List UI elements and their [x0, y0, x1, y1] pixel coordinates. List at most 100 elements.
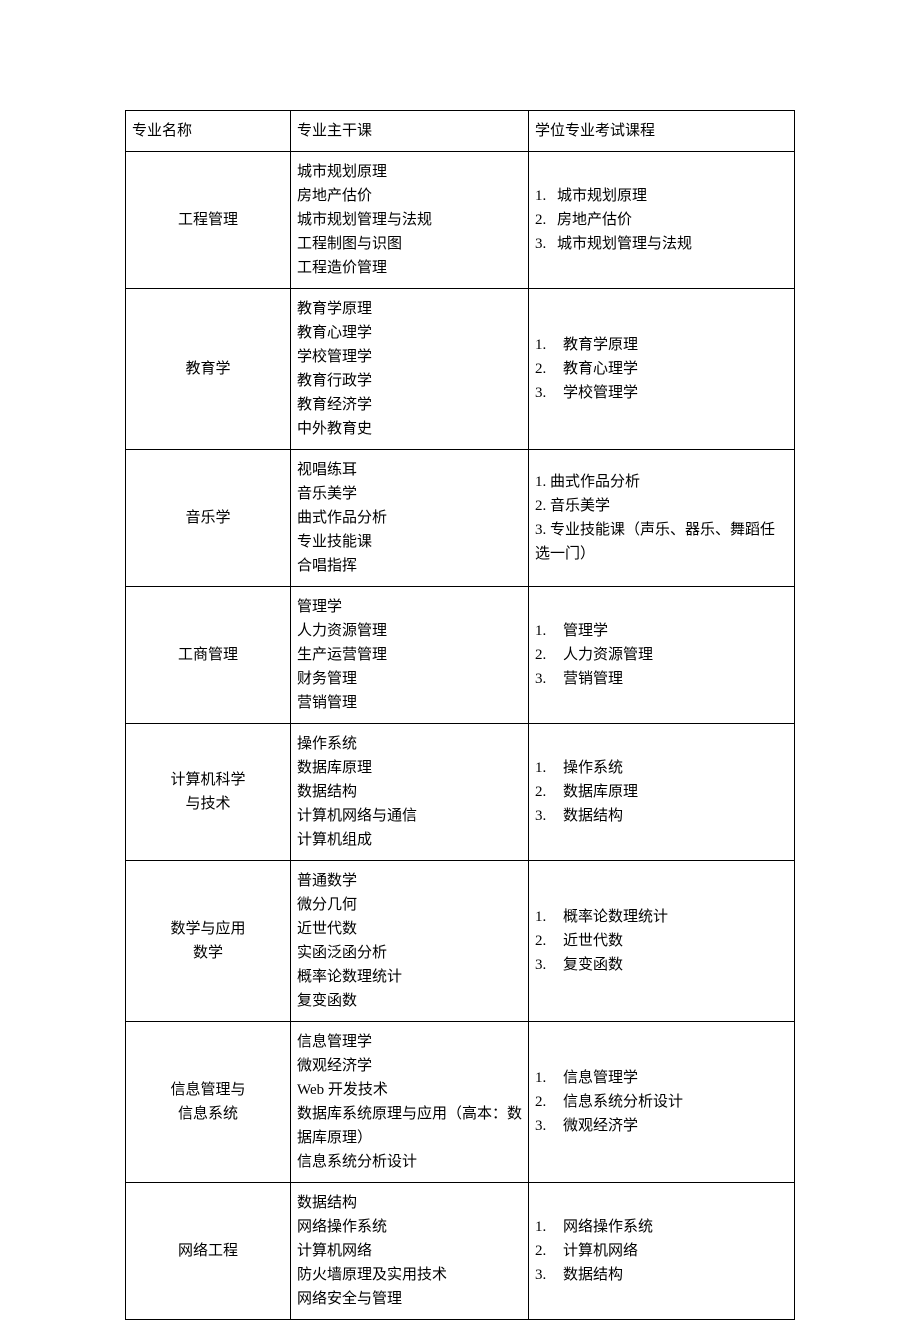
exam-item-text: 教育心理学 [563, 357, 638, 381]
course-table: 专业名称 专业主干课 学位专业考试课程 工程管理城市规划原理 房地产估价 城市规… [125, 110, 795, 1320]
exam-item-text: 近世代数 [563, 929, 623, 953]
header-exam-courses: 学位专业考试课程 [529, 111, 795, 152]
exam-item-number: 3. [535, 953, 563, 977]
exam-item-number: 1. [535, 184, 557, 208]
exam-list-item: 1.城市规划原理 [535, 184, 788, 208]
exam-item-number: 1. [535, 1066, 563, 1090]
exam-item-number: 2. [535, 208, 557, 232]
exam-item-number: 3. [535, 1114, 563, 1138]
exam-item-number: 3. [535, 1263, 563, 1287]
major-name-cell: 网络工程 [126, 1183, 291, 1320]
exam-item-number: 1. [535, 333, 563, 357]
exam-courses-cell: 1. 曲式作品分析 2. 音乐美学 3. 专业技能课（声乐、器乐、舞蹈任选一门） [529, 450, 795, 587]
exam-list: 1.管理学2.人力资源管理3.营销管理 [535, 619, 788, 691]
exam-courses-cell: 1.管理学2.人力资源管理3.营销管理 [529, 587, 795, 724]
exam-courses-cell: 1.城市规划原理2.房地产估价3.城市规划管理与法规 [529, 152, 795, 289]
major-name-text: 计算机科学 与技术 [170, 768, 245, 816]
exam-courses-cell: 1.概率论数理统计2.近世代数3.复变函数 [529, 861, 795, 1022]
table-row: 数学与应用 数学普通数学 微分几何 近世代数 实函泛函分析 概率论数理统计 复变… [126, 861, 795, 1022]
exam-item-text: 操作系统 [563, 756, 623, 780]
exam-list-item: 1.概率论数理统计 [535, 905, 788, 929]
exam-item-number: 2. [535, 1090, 563, 1114]
exam-item-number: 2. [535, 357, 563, 381]
exam-list: 1.操作系统2.数据库原理3.数据结构 [535, 756, 788, 828]
exam-list-item: 3.营销管理 [535, 667, 788, 691]
header-major-name: 专业名称 [126, 111, 291, 152]
exam-item-text: 计算机网络 [563, 1239, 638, 1263]
major-name-cell: 数学与应用 数学 [126, 861, 291, 1022]
core-courses-cell: 管理学 人力资源管理 生产运营管理 财务管理 营销管理 [291, 587, 529, 724]
core-courses-cell: 操作系统 数据库原理 数据结构 计算机网络与通信 计算机组成 [291, 724, 529, 861]
table-row: 教育学 教育学原理 教育心理学 学校管理学 教育行政学 教育经济学 中外教育史1.… [126, 289, 795, 450]
exam-item-text: 教育学原理 [563, 333, 638, 357]
major-name-cell: 工商管理 [126, 587, 291, 724]
exam-list-item: 3.复变函数 [535, 953, 788, 977]
exam-item-text: 数据结构 [563, 804, 623, 828]
header-core-courses: 专业主干课 [291, 111, 529, 152]
exam-item-number: 3. [535, 804, 563, 828]
major-name-cell: 音乐学 [126, 450, 291, 587]
exam-item-number: 3. [535, 667, 563, 691]
exam-list-item: 1.网络操作系统 [535, 1215, 788, 1239]
exam-list: 1.城市规划原理2.房地产估价3.城市规划管理与法规 [535, 184, 788, 256]
exam-list-item: 1.管理学 [535, 619, 788, 643]
major-name-text: 网络工程 [178, 1243, 238, 1259]
exam-item-number: 1. [535, 756, 563, 780]
table-row: 信息管理与 信息系统信息管理学 微观经济学 Web 开发技术 数据库系统原理与应… [126, 1022, 795, 1183]
exam-list: 1.概率论数理统计2.近世代数3.复变函数 [535, 905, 788, 977]
exam-list-item: 2.房地产估价 [535, 208, 788, 232]
table-row: 计算机科学 与技术操作系统 数据库原理 数据结构 计算机网络与通信 计算机组成1… [126, 724, 795, 861]
exam-item-number: 1. [535, 619, 563, 643]
exam-item-text: 信息系统分析设计 [563, 1090, 683, 1114]
exam-list-item: 3.学校管理学 [535, 381, 788, 405]
exam-item-text: 学校管理学 [563, 381, 638, 405]
exam-item-text: 数据结构 [563, 1263, 623, 1287]
exam-list: 1.网络操作系统2.计算机网络3.数据结构 [535, 1215, 788, 1287]
table-row: 音乐学视唱练耳 音乐美学 曲式作品分析 专业技能课 合唱指挥1. 曲式作品分析 … [126, 450, 795, 587]
major-name-text: 信息管理与 信息系统 [170, 1078, 245, 1126]
exam-item-number: 1. [535, 905, 563, 929]
exam-item-text: 人力资源管理 [563, 643, 653, 667]
exam-courses-cell: 1.信息管理学2.信息系统分析设计3.微观经济学 [529, 1022, 795, 1183]
core-courses-cell: 信息管理学 微观经济学 Web 开发技术 数据库系统原理与应用（高本：数据库原理… [291, 1022, 529, 1183]
major-name-text: 音乐学 [185, 510, 230, 526]
exam-list-item: 2.近世代数 [535, 929, 788, 953]
core-courses-cell: 普通数学 微分几何 近世代数 实函泛函分析 概率论数理统计 复变函数 [291, 861, 529, 1022]
table-row: 工商管理 管理学 人力资源管理 生产运营管理 财务管理 营销管理1.管理学2.人力… [126, 587, 795, 724]
exam-item-number: 3. [535, 232, 557, 256]
exam-item-text: 复变函数 [563, 953, 623, 977]
exam-item-text: 数据库原理 [563, 780, 638, 804]
exam-courses-cell: 1.网络操作系统2.计算机网络3.数据结构 [529, 1183, 795, 1320]
exam-list-item: 2.人力资源管理 [535, 643, 788, 667]
exam-list: 1.教育学原理2.教育心理学3.学校管理学 [535, 333, 788, 405]
exam-list-item: 2.计算机网络 [535, 1239, 788, 1263]
table-row: 网络工程 数据结构 网络操作系统 计算机网络 防火墙原理及实用技术 网络安全与管理… [126, 1183, 795, 1320]
exam-item-number: 2. [535, 1239, 563, 1263]
major-name-cell: 工程管理 [126, 152, 291, 289]
major-name-text: 工商管理 [178, 647, 238, 663]
major-name-text: 工程管理 [178, 212, 238, 228]
exam-item-text: 管理学 [563, 619, 608, 643]
exam-list-item: 2.教育心理学 [535, 357, 788, 381]
core-courses-cell: 教育学原理 教育心理学 学校管理学 教育行政学 教育经济学 中外教育史 [291, 289, 529, 450]
exam-item-text: 房地产估价 [557, 208, 632, 232]
exam-courses-cell: 1.操作系统2.数据库原理3.数据结构 [529, 724, 795, 861]
table-header-row: 专业名称 专业主干课 学位专业考试课程 [126, 111, 795, 152]
core-courses-cell: 数据结构 网络操作系统 计算机网络 防火墙原理及实用技术 网络安全与管理 [291, 1183, 529, 1320]
exam-list-item: 2.数据库原理 [535, 780, 788, 804]
exam-item-text: 营销管理 [563, 667, 623, 691]
exam-list-item: 1.操作系统 [535, 756, 788, 780]
exam-item-number: 1. [535, 1215, 563, 1239]
exam-item-number: 3. [535, 381, 563, 405]
major-name-cell: 教育学 [126, 289, 291, 450]
exam-list-item: 1.教育学原理 [535, 333, 788, 357]
exam-list: 1.信息管理学2.信息系统分析设计3.微观经济学 [535, 1066, 788, 1138]
exam-item-text: 概率论数理统计 [563, 905, 668, 929]
exam-list-item: 3.数据结构 [535, 804, 788, 828]
exam-list-item: 3.城市规划管理与法规 [535, 232, 788, 256]
exam-item-number: 2. [535, 643, 563, 667]
exam-item-text: 信息管理学 [563, 1066, 638, 1090]
exam-list-item: 3.微观经济学 [535, 1114, 788, 1138]
major-name-text: 教育学 [185, 361, 230, 377]
exam-item-text: 城市规划原理 [557, 184, 647, 208]
